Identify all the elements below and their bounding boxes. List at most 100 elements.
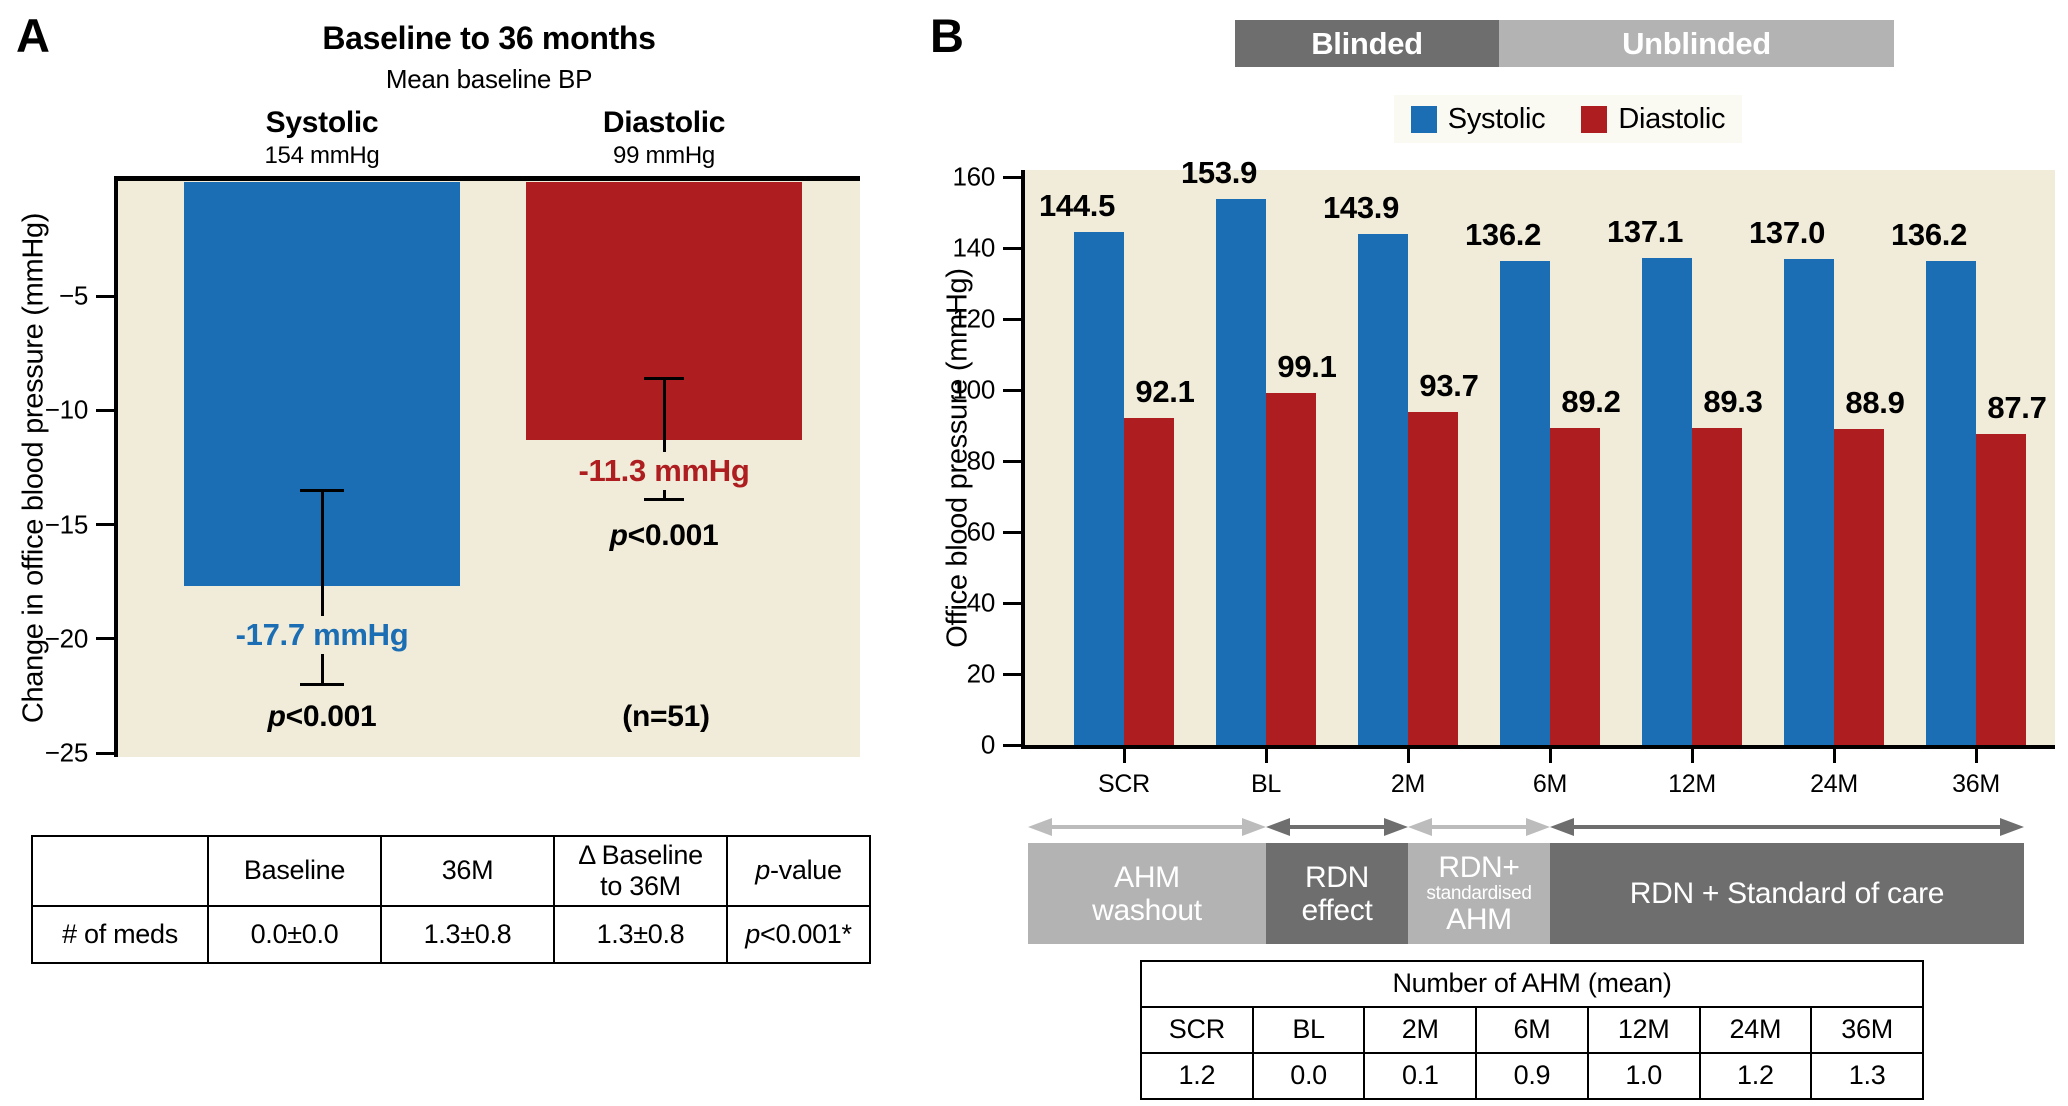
bar-diastolic-scr	[1124, 418, 1174, 745]
ahm-table-header: SCR	[1140, 1006, 1254, 1054]
y-axis-tick-label: 100	[952, 374, 996, 405]
phase-label-line: RDN+	[1438, 851, 1520, 884]
y-axis-tick	[96, 294, 114, 298]
y-axis-tick	[96, 751, 114, 755]
table-header-36m: 36M	[380, 835, 555, 907]
x-axis-tick-label: SCR	[1098, 770, 1150, 798]
x-axis-tick	[1548, 749, 1552, 763]
y-axis-tick-label: 60	[966, 516, 996, 547]
band-blinded: Blinded	[1235, 20, 1499, 67]
x-axis-tick-label: BL	[1251, 770, 1281, 798]
x-axis-tick-label: 36M	[1952, 770, 2000, 798]
p-value-label: p<0.001	[609, 519, 719, 552]
x-axis-tick-label: 12M	[1668, 770, 1716, 798]
table-cell-p-value: p<0.001*	[726, 905, 871, 964]
value-label-systolic: 137.1	[1606, 214, 1684, 250]
x-axis-tick	[1974, 749, 1978, 763]
legend-strip: Systolic Diastolic	[1394, 95, 1742, 143]
band-label: Unblinded	[1622, 25, 1771, 61]
table-header-blank	[31, 835, 209, 907]
y-axis-line	[1021, 170, 1025, 749]
value-label-diastolic: 92.1	[1135, 374, 1195, 410]
legend-swatch-diastolic	[1581, 105, 1608, 133]
legend-item: Diastolic	[1581, 102, 1726, 136]
arrow-head-right	[1526, 818, 1550, 836]
table-header-p-value: p-value	[726, 835, 871, 907]
y-axis-tick-label: 80	[966, 445, 996, 476]
panel-a-title: Baseline to 36 months	[322, 20, 656, 56]
table-header-delta: Δ Baseline to 36M	[553, 835, 728, 907]
y-axis-tick	[1003, 672, 1021, 676]
bar-systolic-36m	[1926, 261, 1976, 745]
arrow-head-left	[1408, 818, 1432, 836]
bar-systolic-scr	[1074, 232, 1124, 745]
table-cell-value: 1.3±0.8	[380, 905, 555, 964]
ahm-table-value: 0.9	[1475, 1052, 1589, 1100]
y-axis-line	[114, 176, 118, 757]
value-label-systolic: 136.2	[1890, 217, 1968, 253]
phase-segment: RDN + Standard of care	[1550, 843, 2024, 944]
x-axis-line	[1021, 745, 2055, 749]
p-value-label: p<0.001	[267, 700, 377, 733]
phase-segment: RDN effect	[1266, 843, 1408, 944]
y-axis-tick	[1003, 317, 1021, 321]
y-axis-tick-label: −15	[44, 509, 89, 540]
y-axis-tick	[96, 523, 114, 527]
bar-value-label: -17.7 mmHg	[227, 616, 417, 654]
phase-label-line: washout	[1092, 893, 1202, 927]
table-cell-value: 0.0±0.0	[207, 905, 382, 964]
ahm-table-title: Number of AHM (mean)	[1140, 960, 1924, 1008]
value-label-systolic: 153.9	[1180, 154, 1258, 190]
table-row-label: # of meds	[31, 905, 209, 964]
y-axis-tick-label: −10	[44, 394, 89, 425]
legend-swatch-systolic	[1410, 105, 1437, 133]
phase-label-line: standardised	[1426, 883, 1532, 904]
sample-size-label: (n=51)	[622, 700, 710, 733]
phase-label-line: AHM	[1114, 860, 1180, 894]
phase-segment: RDN+ standardised AHM	[1408, 843, 1550, 944]
ahm-table-value: 1.2	[1698, 1052, 1813, 1100]
phase-label-line: RDN + Standard of care	[1629, 877, 1945, 910]
y-axis-tick-label: −5	[58, 280, 88, 311]
y-axis-tick-label: 40	[966, 587, 996, 618]
y-axis-tick	[1003, 530, 1021, 534]
bar-diastolic-24m	[1834, 429, 1884, 745]
column-header-diastolic: Diastolic	[602, 106, 726, 139]
table-header-baseline: Baseline	[207, 835, 382, 907]
bar-diastolic-36m	[1976, 433, 2026, 745]
bar-systolic-bl	[1216, 198, 1266, 745]
y-axis-tick	[96, 637, 114, 641]
value-label-systolic: 144.5	[1038, 188, 1116, 224]
y-axis-tick	[1003, 459, 1021, 463]
panel-a-meds-table: Baseline 36M Δ Baseline to 36M p-value # of m…	[31, 835, 871, 964]
arrow-head-right	[2000, 818, 2024, 836]
value-label-diastolic: 89.2	[1561, 384, 1621, 420]
y-axis-tick-label: 140	[952, 232, 996, 263]
ahm-table-value: 1.0	[1586, 1052, 1701, 1100]
ahm-table-header: 12M	[1586, 1006, 1701, 1054]
y-axis-tick	[96, 408, 114, 412]
legend-label: Diastolic	[1618, 102, 1726, 135]
bar-systolic-2m	[1358, 234, 1408, 745]
ahm-table-value: 0.1	[1363, 1052, 1478, 1100]
y-axis-tick-label: 120	[952, 303, 996, 334]
ahm-table-header: 36M	[1810, 1006, 1924, 1054]
y-axis-tick-label: 160	[952, 161, 996, 192]
phase-segment: AHM washout	[1028, 843, 1266, 944]
value-label-systolic: 137.0	[1748, 214, 1826, 250]
value-label-systolic: 143.9	[1322, 190, 1400, 226]
value-label-diastolic: 99.1	[1277, 349, 1337, 385]
panel-a-subtitle: Mean baseline BP	[385, 64, 593, 94]
value-label-diastolic: 93.7	[1419, 368, 1479, 404]
panel-b-label: B	[930, 9, 964, 62]
x-axis-tick	[1264, 749, 1268, 763]
arrow-line	[1280, 825, 1394, 829]
phase-label-line: AHM	[1446, 903, 1512, 936]
ahm-table-header: 24M	[1698, 1006, 1813, 1054]
arrow-line	[1422, 825, 1536, 829]
bar-systolic-12m	[1642, 258, 1692, 745]
x-axis-zero-line	[114, 176, 860, 181]
column-baseline-bp: 154 mmHg	[264, 142, 380, 169]
bar-diastolic-6m	[1550, 428, 1600, 745]
x-axis-tick	[1832, 749, 1836, 763]
